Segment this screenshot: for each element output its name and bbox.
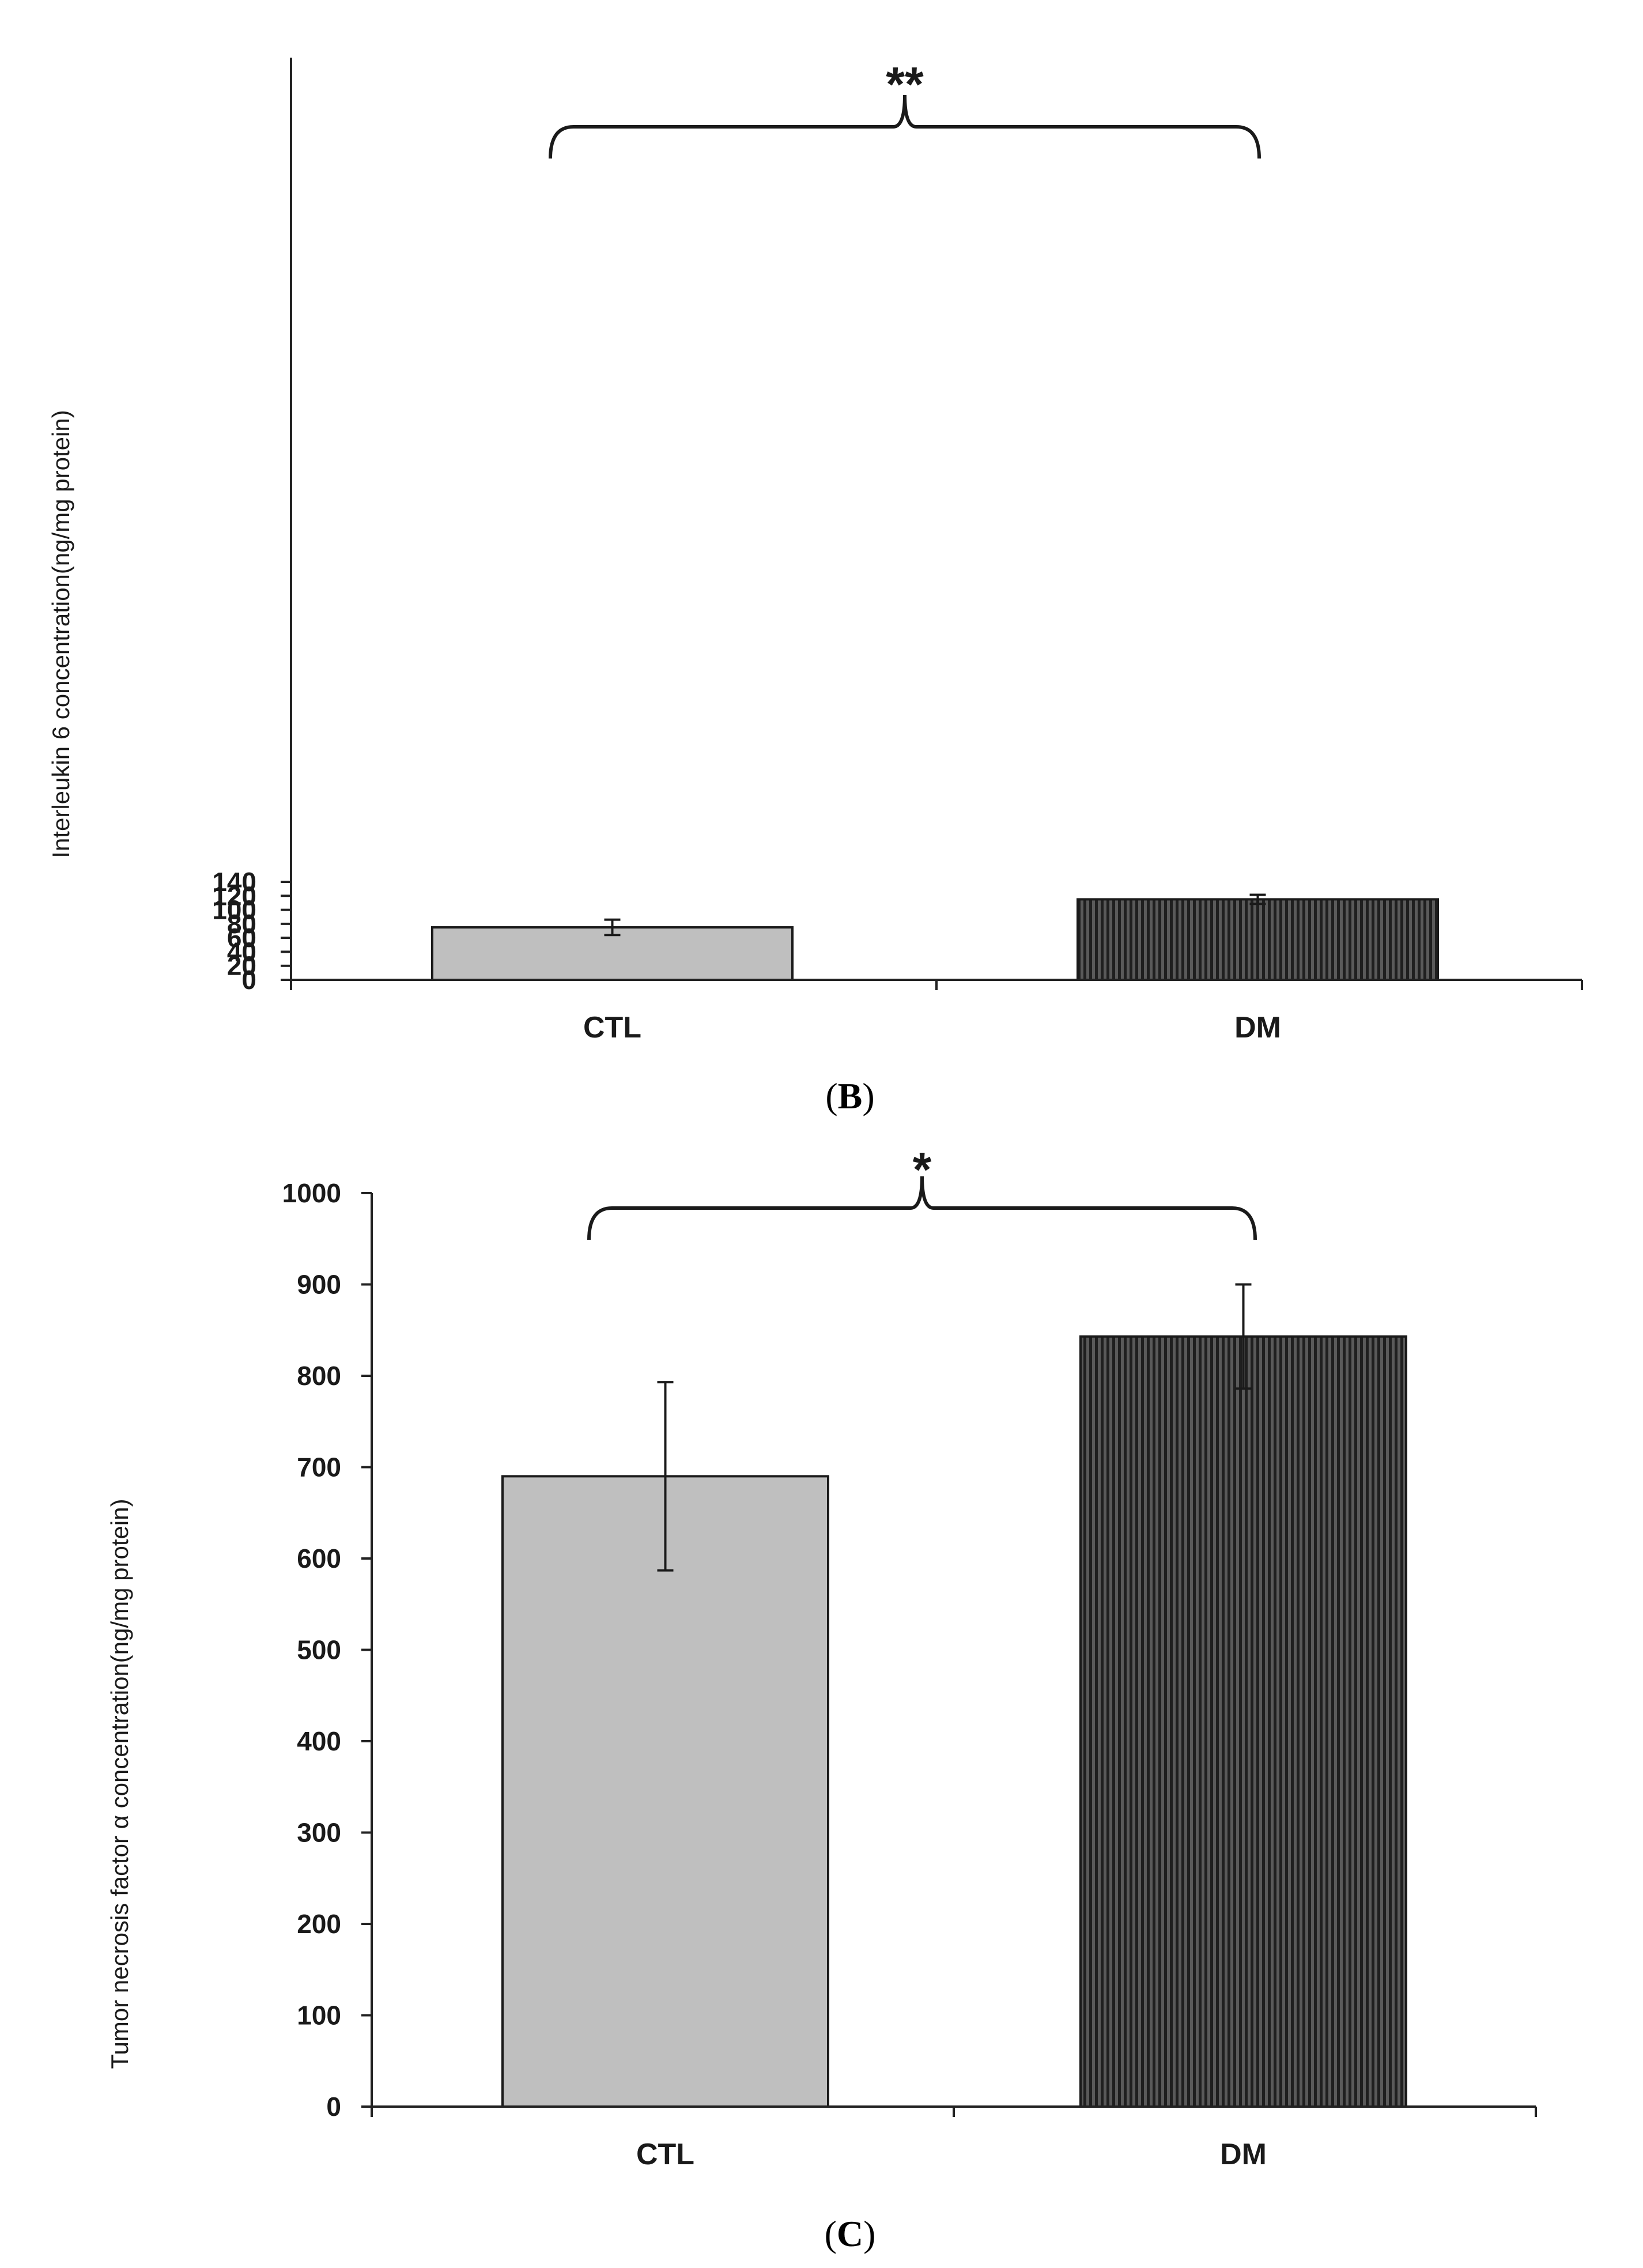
panel-c-significance-bracket	[587, 1176, 1257, 1240]
significance-brace	[587, 1176, 1257, 1240]
category-label-ctl: CTL	[583, 1011, 641, 1044]
category-label-ctl: CTL	[636, 2138, 694, 2171]
panel-b-y-axis-label: Interleukin 6 concentration(ng/mg protei…	[47, 410, 74, 858]
y-tick-label: 400	[297, 1726, 341, 1756]
chart-panel-b: Interleukin 6 concentration(ng/mg protei…	[47, 57, 1583, 1116]
y-tick-label: 0	[326, 2092, 341, 2122]
y-tick-label: 140	[212, 867, 256, 897]
panel-c-y-axis-label: Tumor necrosis factor α concentration(ng…	[106, 1499, 133, 2069]
y-tick-label: 600	[297, 1544, 341, 1573]
panel-b-error-bars	[604, 893, 1266, 937]
significance-brace	[549, 95, 1261, 159]
y-tick-label: 0	[241, 965, 256, 995]
panel-b-bars	[431, 898, 1439, 982]
chart-panel-c: Tumor necrosis factor α concentration(ng…	[106, 1142, 1537, 2254]
panel-c-category-labels: CTL DM	[636, 2138, 1267, 2171]
y-tick-label: 800	[297, 1361, 341, 1391]
panel-b-category-labels: CTL DM	[583, 1011, 1281, 1044]
y-tick-label: 300	[297, 1818, 341, 1848]
category-label-dm: DM	[1234, 1011, 1281, 1044]
panel-c-y-ticks: 0 100 200 300 400 500 600 700 800 900 1000	[282, 1178, 372, 2122]
y-tick-label: 60	[227, 923, 256, 953]
category-label-dm: DM	[1220, 2138, 1267, 2171]
y-tick-label: 100	[297, 2001, 341, 2031]
y-tick-label: 80	[227, 909, 256, 939]
panel-c-error-bars	[657, 1283, 1252, 1572]
panel-c-axes	[371, 1193, 1537, 2117]
y-tick-label: 100	[212, 895, 256, 925]
y-tick-label: 500	[297, 1635, 341, 1665]
y-tick-label: 1000	[282, 1178, 341, 1208]
panel-c-caption: (C)	[825, 2213, 876, 2254]
panel-c-bars	[501, 1335, 1407, 2108]
y-tick-label: 40	[227, 937, 256, 967]
panel-b-axes	[290, 58, 1583, 990]
bar-dm	[1079, 1335, 1407, 2108]
panel-b-significance-bracket	[549, 95, 1261, 159]
y-tick-label: 700	[297, 1452, 341, 1482]
panel-b-significance-marker: **	[886, 57, 924, 111]
bar-dm	[1077, 898, 1439, 982]
y-tick-label: 900	[297, 1270, 341, 1300]
panel-c-significance-marker: *	[913, 1142, 932, 1197]
y-tick-label: 200	[297, 1909, 341, 1939]
panel-b-caption: (B)	[825, 1075, 874, 1116]
y-tick-label: 120	[212, 881, 256, 911]
y-tick-label: 20	[227, 951, 256, 981]
